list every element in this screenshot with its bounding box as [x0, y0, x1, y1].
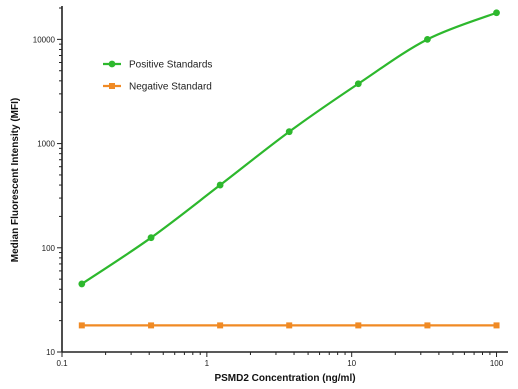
y-axis-ticks: 10 100 1000 10000 — [33, 7, 62, 357]
data-point-negative — [424, 322, 431, 329]
legend-label-positive: Positive Standards — [129, 60, 212, 71]
data-point-positive — [216, 181, 224, 189]
series-line-0 — [81, 11, 497, 285]
data-point-positive — [354, 80, 362, 88]
x-tick-label: 1 — [205, 359, 210, 368]
legend-marker-positive — [108, 60, 116, 68]
y-tick-label: 1000 — [37, 140, 55, 149]
x-tick-label: 10 — [347, 359, 356, 368]
data-point-negative — [286, 322, 293, 329]
data-point-positive — [493, 9, 500, 17]
series-layer — [78, 9, 500, 329]
data-point-positive — [147, 234, 155, 242]
data-point-positive — [424, 35, 431, 43]
data-point-negative — [78, 322, 85, 329]
y-tick-label: 10000 — [33, 35, 56, 44]
data-point-positive — [78, 280, 86, 288]
x-tick-label: 100 — [490, 359, 504, 368]
y-axis-title: Median Fluorescent Intensity (MFI) — [10, 98, 21, 262]
data-point-positive — [285, 128, 293, 136]
data-point-negative — [217, 322, 224, 329]
y-tick-label: 10 — [46, 348, 55, 357]
x-axis-title: PSMD2 Concentration (ng/ml) — [214, 373, 355, 384]
data-point-negative — [148, 322, 155, 329]
x-axis-ticks: 0.1 1 10 100 — [56, 352, 504, 368]
legend: Positive Standards Negative Standard — [103, 60, 212, 93]
data-point-negative — [355, 322, 362, 329]
legend-marker-negative — [109, 83, 115, 89]
data-point-negative — [493, 322, 500, 329]
legend-label-negative: Negative Standard — [129, 82, 212, 93]
y-tick-label: 100 — [42, 244, 56, 253]
x-tick-label: 0.1 — [56, 359, 68, 368]
